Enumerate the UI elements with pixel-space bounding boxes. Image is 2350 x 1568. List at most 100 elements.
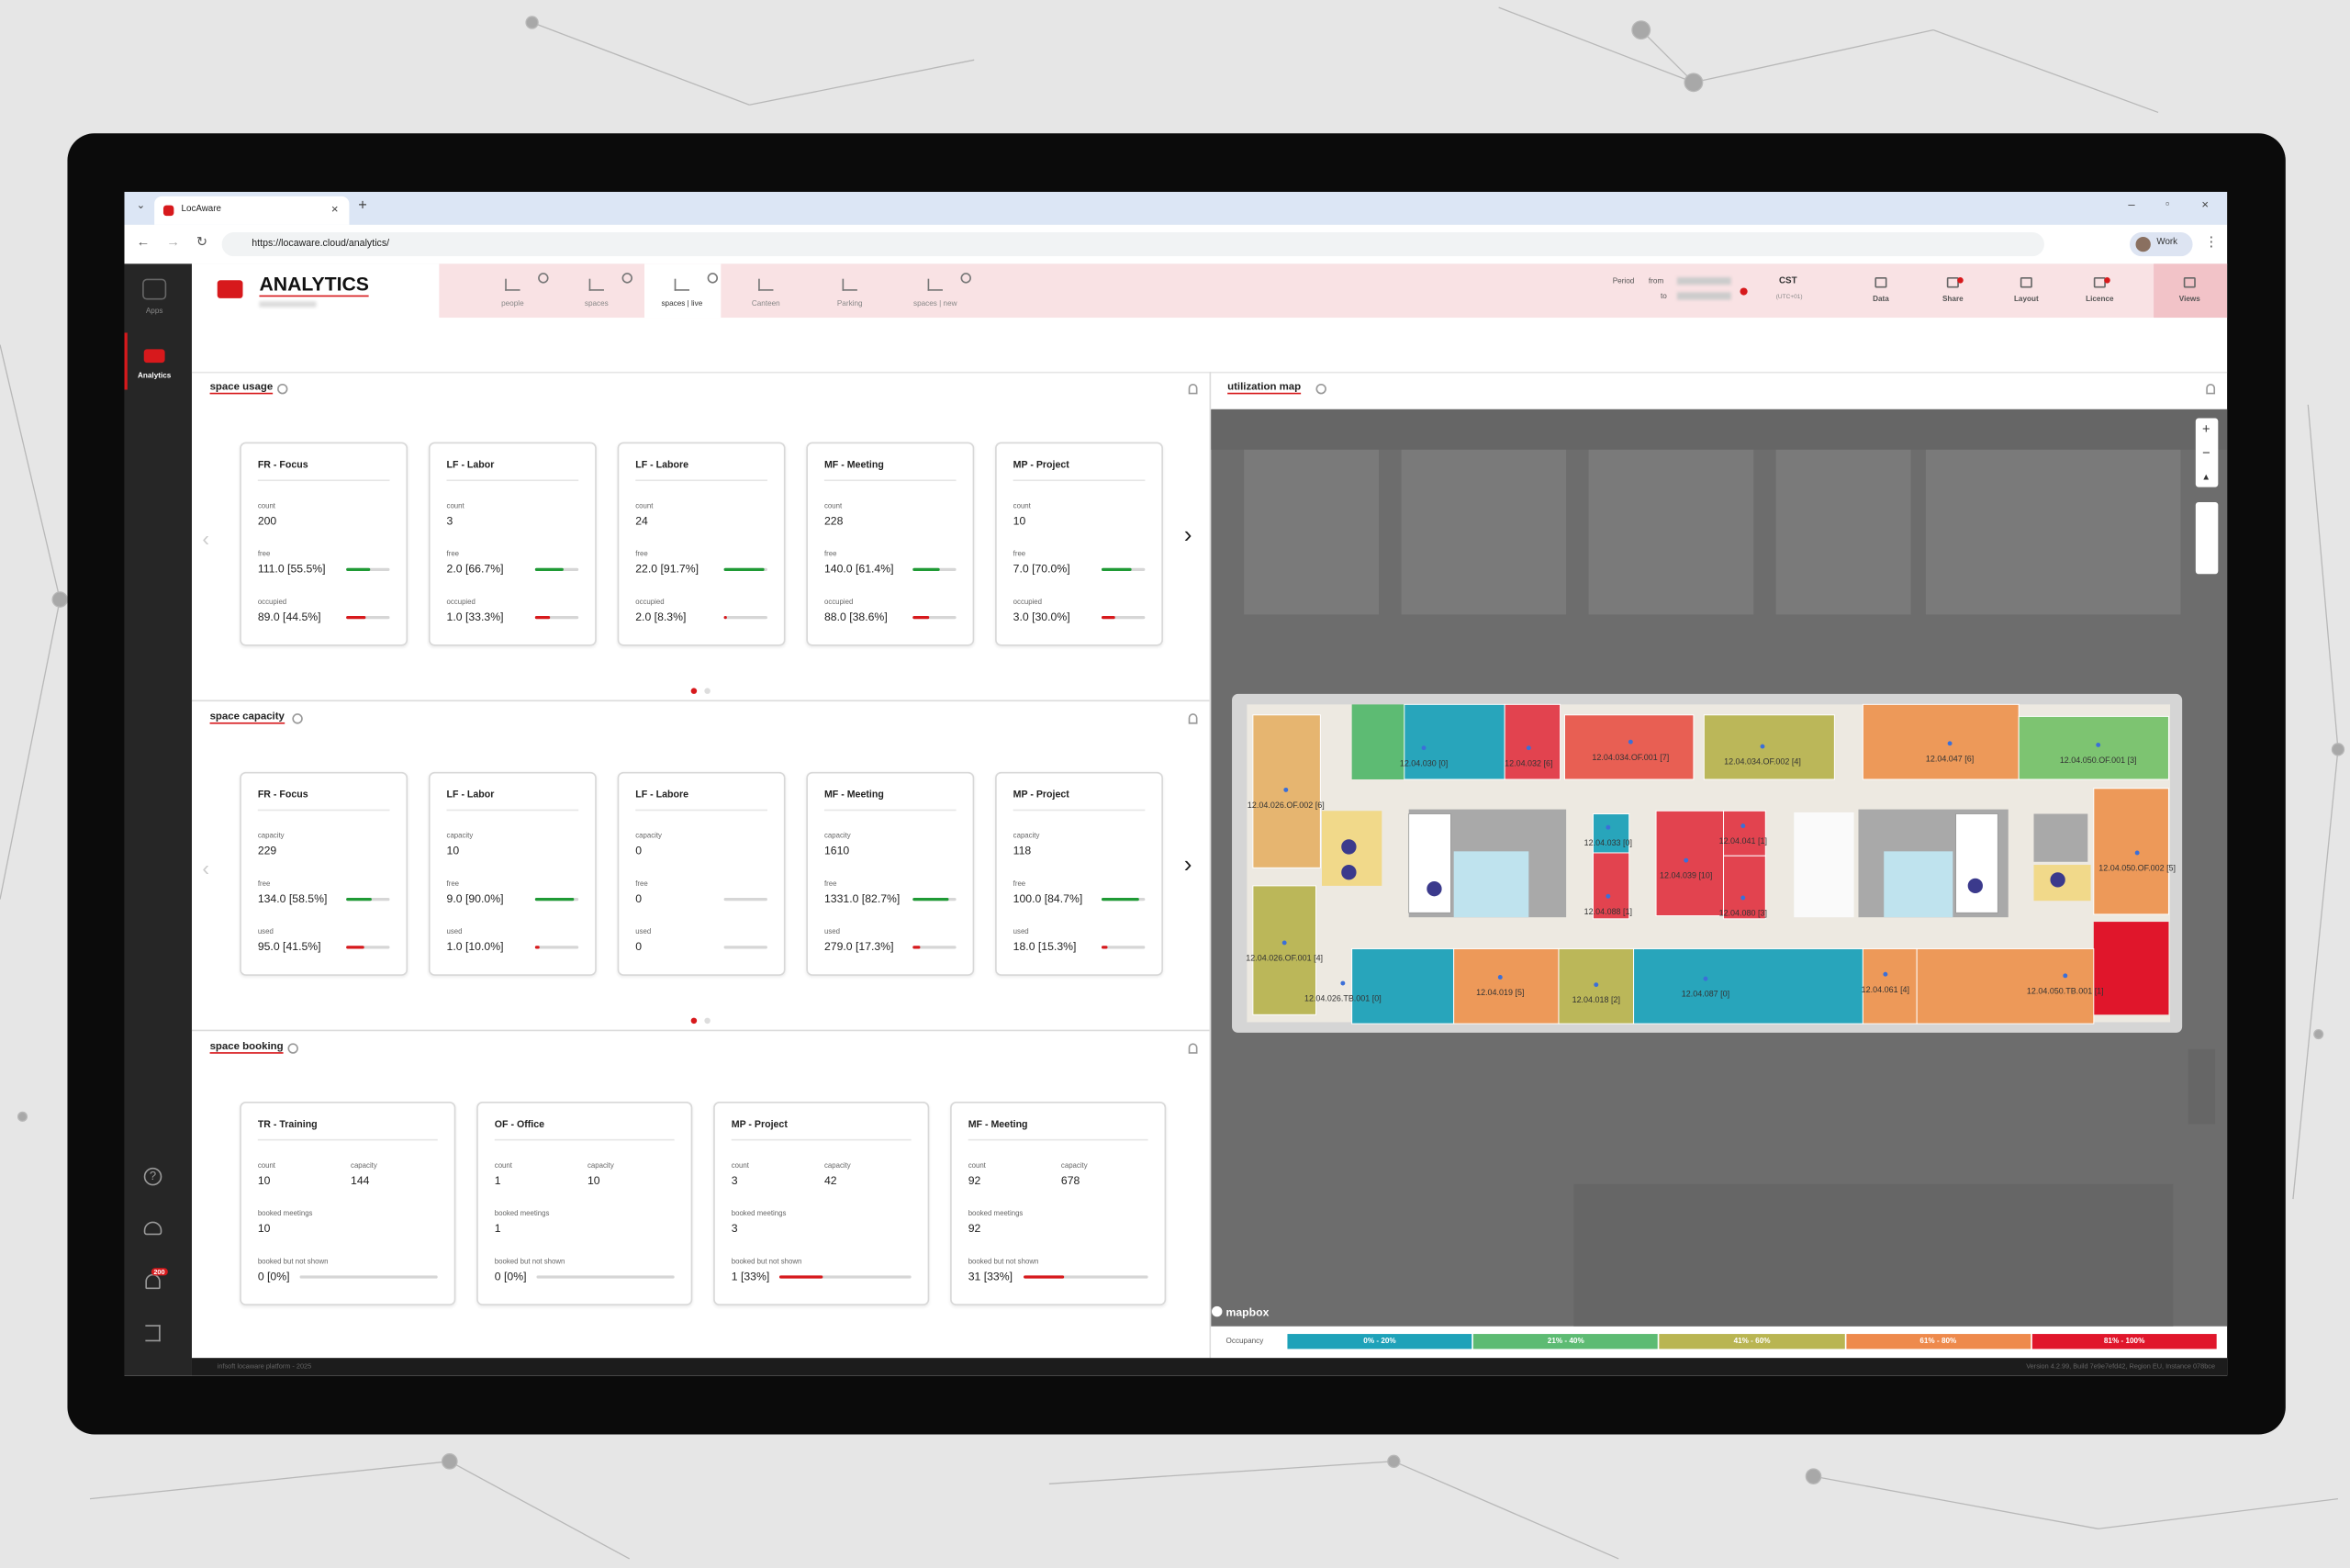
pin-icon[interactable]: [1188, 383, 1198, 395]
card-title: MF - Meeting: [968, 1120, 1148, 1141]
action-icon[interactable]: [1874, 277, 1887, 288]
info-icon[interactable]: [293, 713, 304, 724]
back[interactable]: ←: [136, 233, 151, 250]
close-window[interactable]: ×: [2201, 197, 2209, 212]
header-action[interactable]: Data: [1873, 295, 1889, 305]
carousel-prev[interactable]: ‹: [202, 856, 210, 880]
analytics-icon[interactable]: [143, 349, 165, 364]
apps-icon[interactable]: [142, 278, 167, 300]
header-tab[interactable]: people: [501, 299, 524, 309]
room: [1404, 703, 1505, 780]
page-dot[interactable]: [690, 688, 698, 694]
reload[interactable]: ↻: [196, 233, 208, 250]
notifications-icon[interactable]: [145, 1273, 161, 1290]
minimize[interactable]: –: [2128, 197, 2135, 212]
section-title: space capacity: [209, 711, 285, 724]
compass[interactable]: ▲: [2201, 472, 2210, 482]
utilization-map[interactable]: 12.04.030 [0] 12.04.032 [6] 12.04.034.OF.0…: [1211, 409, 2228, 1327]
carousel-next[interactable]: ›: [1183, 522, 1192, 549]
header-tab[interactable]: Parking: [836, 299, 863, 309]
card: TR - Training count 10 capacity 144 booked me…: [240, 1101, 456, 1306]
tab-info[interactable]: [538, 273, 549, 284]
pin-icon[interactable]: [1188, 1043, 1198, 1054]
profile[interactable]: Work: [2129, 232, 2193, 257]
field-value: 10: [447, 844, 474, 857]
tab-icon[interactable]: [674, 278, 690, 291]
card-row: capacity 0: [635, 834, 767, 857]
progress-track: [912, 897, 957, 901]
tab-icon[interactable]: [842, 278, 857, 291]
maximize[interactable]: ▫: [2165, 199, 2170, 210]
field: booked meetings 3: [732, 1211, 787, 1235]
header-tab[interactable]: spaces | live: [661, 299, 703, 309]
tab-info[interactable]: [960, 273, 971, 284]
blurred-from-date[interactable]: [1676, 277, 1731, 286]
tab-info[interactable]: [621, 273, 632, 284]
legend-label: 81% - 100%: [2103, 1337, 2145, 1347]
header-tab[interactable]: spaces | new: [913, 299, 957, 309]
header-action[interactable]: Layout: [2013, 295, 2039, 305]
progress-track: [536, 1274, 675, 1278]
sidebar-analytics[interactable]: Analytics: [137, 371, 172, 381]
field-label: used: [257, 929, 274, 937]
field: booked but not shown 0 [0%]: [494, 1259, 675, 1283]
timezone[interactable]: CST: [1778, 277, 1797, 286]
info-icon[interactable]: [1315, 383, 1326, 395]
action-icon[interactable]: [2020, 277, 2032, 288]
header-tab[interactable]: Canteen: [751, 299, 780, 309]
field-value: 1610: [824, 844, 851, 857]
sidebar-apps[interactable]: Apps: [145, 307, 163, 317]
room-label: 12.04.041 [1]: [1719, 836, 1767, 846]
pin-icon[interactable]: [1188, 713, 1198, 724]
info-icon[interactable]: [287, 1043, 298, 1054]
tab-icon[interactable]: [758, 278, 774, 291]
map-tools[interactable]: [2195, 501, 2219, 575]
forward[interactable]: →: [166, 233, 180, 250]
field-label: booked meetings: [968, 1211, 1024, 1219]
room: [1453, 947, 1560, 1025]
browser-tab[interactable]: LocAware ×: [154, 196, 350, 225]
page-dot[interactable]: [704, 1017, 711, 1025]
action-icon[interactable]: [2183, 277, 2196, 288]
card-row: count 24: [635, 504, 767, 528]
field-value: 140.0 [61.4%]: [824, 562, 957, 576]
tab-icon[interactable]: [505, 278, 520, 291]
new-tab[interactable]: +: [358, 197, 367, 215]
support-icon[interactable]: [143, 1221, 162, 1236]
field-value: 3: [732, 1222, 787, 1236]
value-text: 118: [1013, 844, 1032, 857]
tab-icon[interactable]: [588, 278, 604, 291]
card: MP - Project count 10 free 7.0 [70.0%] occupi…: [995, 442, 1163, 646]
browser-menu[interactable]: ⋮: [2204, 233, 2219, 250]
tab-info[interactable]: [707, 273, 719, 284]
carousel-next[interactable]: ›: [1183, 852, 1192, 879]
progress-track: [534, 615, 579, 619]
blurred-to-date[interactable]: [1676, 292, 1731, 300]
zoom-out[interactable]: −: [2202, 446, 2210, 461]
pin-icon[interactable]: [2206, 383, 2216, 395]
header-action[interactable]: Licence: [2086, 295, 2114, 305]
tab-close[interactable]: ×: [330, 202, 339, 217]
page-dot[interactable]: [704, 688, 711, 694]
app-title: ANALYTICS: [259, 273, 369, 297]
field-value: 42: [824, 1173, 917, 1187]
mapbox-logo: [1211, 1305, 1223, 1317]
header-tab[interactable]: spaces: [584, 299, 609, 309]
header-action[interactable]: Views: [2178, 295, 2200, 305]
zoom-in[interactable]: +: [2202, 422, 2210, 437]
value-text: 229: [257, 844, 277, 857]
field-label: capacity: [1060, 1162, 1088, 1171]
carousel-prev[interactable]: ‹: [202, 526, 210, 551]
header-action[interactable]: Share: [1942, 295, 1964, 305]
help-icon[interactable]: ?: [143, 1167, 162, 1186]
address-bar[interactable]: https://locaware.cloud/analytics/: [221, 232, 2044, 257]
field-label: booked but not shown: [494, 1259, 565, 1267]
tab-icon[interactable]: [927, 278, 943, 291]
info-icon[interactable]: [276, 383, 287, 395]
logout-icon[interactable]: [145, 1325, 161, 1342]
tab-menu[interactable]: ⌄: [136, 200, 146, 212]
map-roads: [1211, 409, 2228, 1327]
field-value: 100.0 [84.7%]: [1013, 891, 1146, 905]
page-dot[interactable]: [690, 1017, 698, 1025]
zoom-controls[interactable]: [2195, 418, 2219, 487]
